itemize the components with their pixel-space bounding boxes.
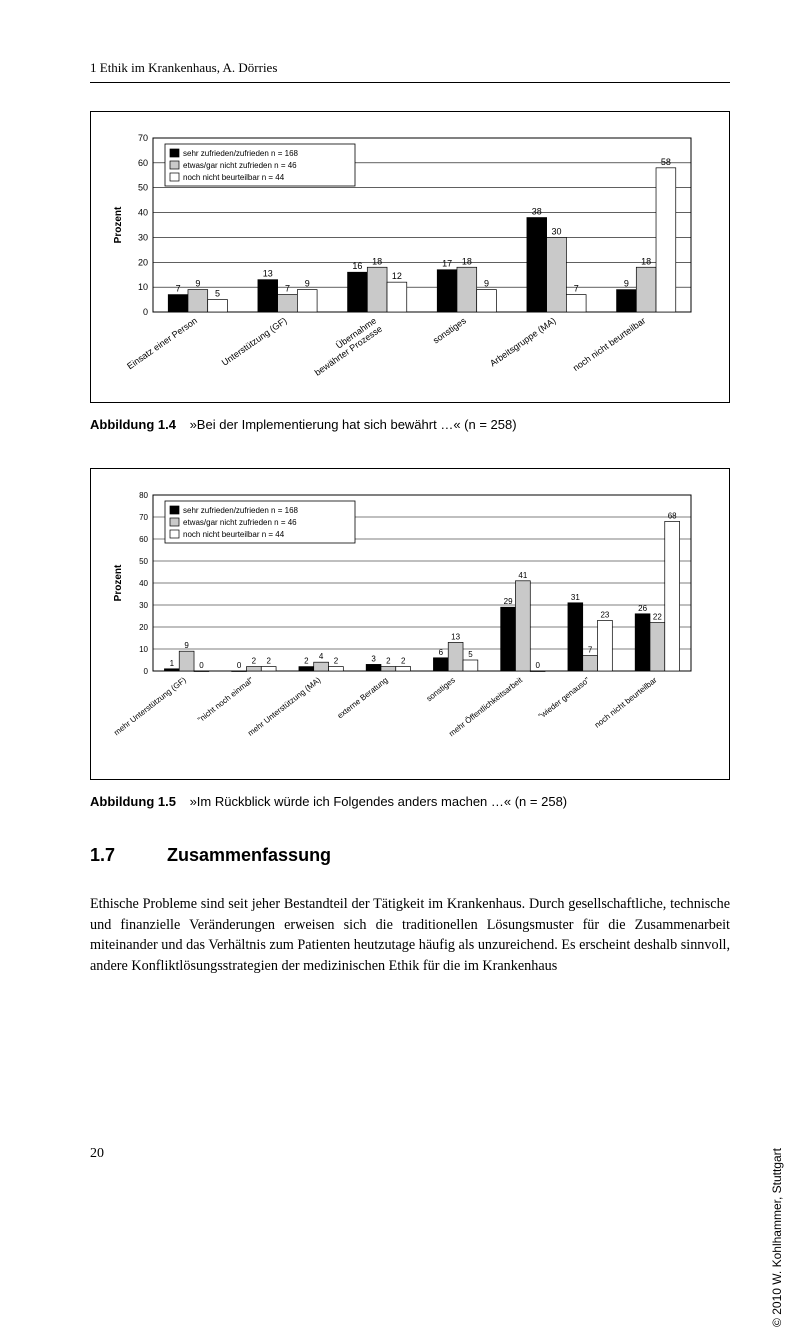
svg-text:20: 20 — [139, 623, 148, 632]
running-header: 1 Ethik im Krankenhaus, A. Dörries — [90, 60, 730, 83]
svg-text:9: 9 — [195, 279, 200, 289]
section-title: Zusammenfassung — [167, 845, 331, 865]
svg-text:Prozent: Prozent — [113, 206, 124, 243]
svg-text:noch nicht beurteilbar n = 44: noch nicht beurteilbar n = 44 — [183, 173, 285, 182]
svg-text:4: 4 — [319, 652, 324, 661]
svg-text:70: 70 — [139, 513, 148, 522]
svg-text:16: 16 — [352, 261, 362, 271]
svg-text:5: 5 — [215, 289, 220, 299]
svg-text:41: 41 — [518, 571, 527, 580]
figure-1-5: 01020304050607080Prozent190mehr Unterstü… — [90, 468, 730, 780]
svg-text:7: 7 — [588, 646, 593, 655]
svg-text:26: 26 — [638, 604, 647, 613]
svg-text:externe Beratung: externe Beratung — [336, 675, 390, 720]
svg-text:38: 38 — [532, 207, 542, 217]
section-heading: 1.7 Zusammenfassung — [90, 845, 730, 866]
svg-text:7: 7 — [176, 284, 181, 294]
svg-text:0: 0 — [535, 661, 540, 670]
svg-text:sonstiges: sonstiges — [425, 675, 457, 703]
chart-1-4-svg: 0 10 20 30 40 50 60 70 Prozent 7 9 5 Einsatz einer P… — [101, 124, 701, 394]
svg-text:18: 18 — [372, 256, 382, 266]
svg-text:9: 9 — [624, 279, 629, 289]
figure-1-4: 0 10 20 30 40 50 60 70 Prozent 7 9 5 Einsatz einer P… — [90, 111, 730, 403]
svg-text:1: 1 — [170, 659, 175, 668]
svg-text:13: 13 — [451, 632, 460, 641]
svg-text:22: 22 — [653, 613, 662, 622]
svg-text:0: 0 — [143, 307, 148, 317]
section-number: 1.7 — [90, 845, 162, 866]
svg-text:mehr Unterstützung (MA): mehr Unterstützung (MA) — [246, 675, 323, 738]
svg-text:6: 6 — [439, 648, 444, 657]
svg-text:7: 7 — [285, 284, 290, 294]
svg-text:"nicht noch einmal": "nicht noch einmal" — [196, 675, 255, 724]
caption-1-5-text: »Im Rückblick würde ich Folgendes anders… — [190, 794, 568, 809]
svg-text:etwas/gar nicht zufrieden n =: etwas/gar nicht zufrieden n = 46 — [183, 518, 297, 527]
svg-text:50: 50 — [138, 183, 148, 193]
svg-text:7: 7 — [574, 284, 579, 294]
svg-text:70: 70 — [138, 133, 148, 143]
caption-1-4-number: Abbildung 1.4 — [90, 417, 176, 432]
svg-text:sehr zufrieden/zufrieden n = 1: sehr zufrieden/zufrieden n = 168 — [183, 149, 299, 158]
svg-text:noch nicht beurteilbar: noch nicht beurteilbar — [571, 315, 647, 373]
svg-text:9: 9 — [305, 279, 310, 289]
svg-text:Einsatz einer Person: Einsatz einer Person — [125, 315, 199, 371]
svg-text:mehr Unterstützung (GF): mehr Unterstützung (GF) — [112, 675, 188, 737]
svg-text:etwas/gar nicht zufrieden n =: etwas/gar nicht zufrieden n = 46 — [183, 161, 297, 170]
svg-text:30: 30 — [139, 601, 148, 610]
svg-text:12: 12 — [392, 271, 402, 281]
svg-text:17: 17 — [442, 259, 452, 269]
caption-1-4-text: »Bei der Implementierung hat sich bewähr… — [190, 417, 517, 432]
chart-1-5-svg: 01020304050607080Prozent190mehr Unterstü… — [101, 481, 701, 771]
svg-text:"wieder genauso": "wieder genauso" — [537, 675, 592, 720]
svg-text:2: 2 — [401, 657, 406, 666]
svg-text:2: 2 — [334, 657, 339, 666]
svg-text:Unterstützung (GF): Unterstützung (GF) — [220, 315, 289, 367]
svg-text:68: 68 — [668, 511, 677, 520]
svg-text:0: 0 — [199, 661, 204, 670]
svg-text:60: 60 — [139, 535, 148, 544]
svg-text:2: 2 — [266, 657, 271, 666]
body-paragraph: Ethische Probleme sind seit jeher Bestan… — [90, 894, 730, 976]
svg-text:18: 18 — [641, 256, 651, 266]
svg-text:40: 40 — [138, 208, 148, 218]
svg-text:9: 9 — [184, 641, 189, 650]
svg-text:noch nicht beurteilbar n = 44: noch nicht beurteilbar n = 44 — [183, 530, 285, 539]
svg-text:60: 60 — [138, 158, 148, 168]
svg-text:31: 31 — [571, 593, 580, 602]
svg-text:sonstiges: sonstiges — [431, 315, 468, 345]
svg-text:noch nicht beurteilbar: noch nicht beurteilbar — [593, 675, 659, 729]
svg-text:40: 40 — [139, 579, 148, 588]
svg-text:29: 29 — [504, 597, 513, 606]
page-number: 20 — [90, 1146, 104, 1162]
svg-text:5: 5 — [468, 650, 473, 659]
svg-text:10: 10 — [139, 645, 148, 654]
svg-text:2: 2 — [252, 657, 257, 666]
svg-text:9: 9 — [484, 279, 489, 289]
svg-text:30: 30 — [138, 232, 148, 242]
caption-1-5-number: Abbildung 1.5 — [90, 794, 176, 809]
svg-text:0: 0 — [237, 661, 242, 670]
svg-text:23: 23 — [600, 610, 609, 619]
svg-text:0: 0 — [144, 667, 149, 676]
svg-text:Übernahmebewährter Prozesse: Übernahmebewährter Prozesse — [307, 315, 384, 377]
svg-text:sehr zufrieden/zufrieden n = 1: sehr zufrieden/zufrieden n = 168 — [183, 506, 299, 515]
svg-text:10: 10 — [138, 282, 148, 292]
svg-text:58: 58 — [661, 157, 671, 167]
caption-1-4: Abbildung 1.4 »Bei der Implementierung h… — [90, 417, 730, 432]
svg-text:2: 2 — [304, 657, 309, 666]
svg-text:30: 30 — [551, 226, 561, 236]
svg-text:2: 2 — [386, 657, 391, 666]
svg-text:18: 18 — [462, 256, 472, 266]
svg-text:3: 3 — [371, 654, 376, 663]
svg-text:80: 80 — [139, 491, 148, 500]
svg-text:20: 20 — [138, 257, 148, 267]
caption-1-5: Abbildung 1.5 »Im Rückblick würde ich Fo… — [90, 794, 730, 809]
svg-text:13: 13 — [263, 269, 273, 279]
svg-text:Prozent: Prozent — [113, 564, 124, 601]
svg-text:Arbeitsgruppe (MA): Arbeitsgruppe (MA) — [488, 315, 558, 368]
svg-text:50: 50 — [139, 557, 148, 566]
svg-text:mehr Öffentlichkeitsarbeit: mehr Öffentlichkeitsarbeit — [447, 675, 525, 738]
copyright-notice: © 2010 W. Kohlhammer, Stuttgart — [770, 1148, 784, 1327]
